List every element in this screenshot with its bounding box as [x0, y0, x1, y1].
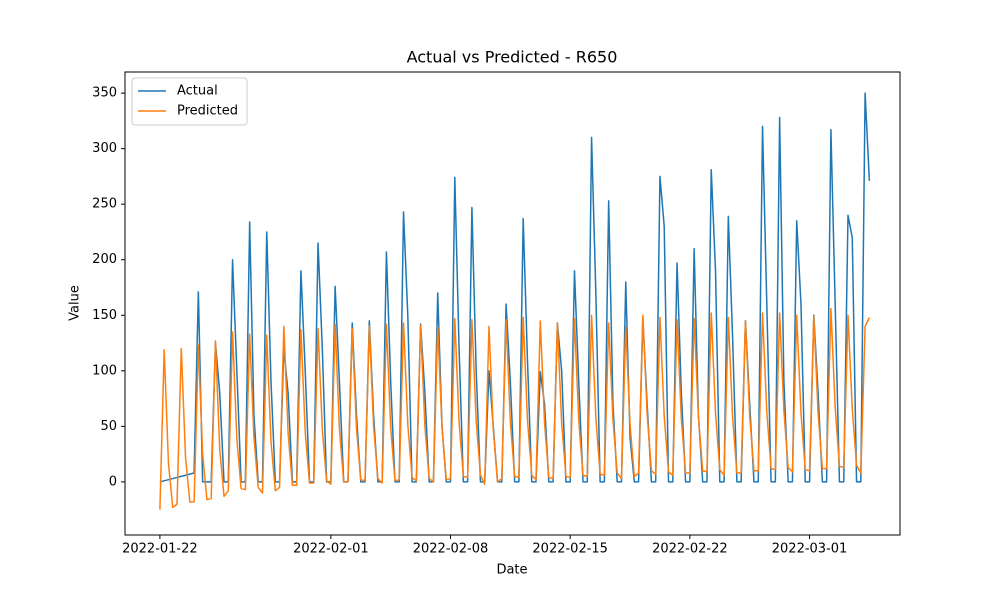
- y-tick-label: 150: [92, 308, 117, 323]
- x-tick-label: 2022-02-08: [413, 542, 489, 557]
- x-tick-label: 2022-01-22: [122, 542, 198, 557]
- y-tick-label: 0: [109, 474, 117, 489]
- y-tick-label: 300: [92, 141, 117, 156]
- x-tick-label: 2022-03-01: [772, 542, 848, 557]
- y-tick-label: 100: [92, 363, 117, 378]
- chart-title: Actual vs Predicted - R650: [407, 48, 618, 67]
- x-axis-label: Date: [496, 563, 527, 578]
- y-tick-label: 350: [92, 86, 117, 101]
- x-tick-label: 2022-02-15: [532, 542, 608, 557]
- y-tick-label: 250: [92, 197, 117, 212]
- plot-frame: [124, 71, 901, 536]
- legend-label: Predicted: [177, 104, 238, 119]
- y-tick-label: 200: [92, 252, 117, 267]
- y-axis-label: Value: [68, 285, 83, 321]
- data-line: [159, 307, 871, 510]
- legend-box: [131, 77, 248, 126]
- x-tick-label: 2022-02-01: [293, 542, 369, 557]
- y-tick-label: 50: [100, 419, 117, 434]
- legend-label: Actual: [177, 84, 218, 99]
- x-tick-label: 2022-02-22: [652, 542, 728, 557]
